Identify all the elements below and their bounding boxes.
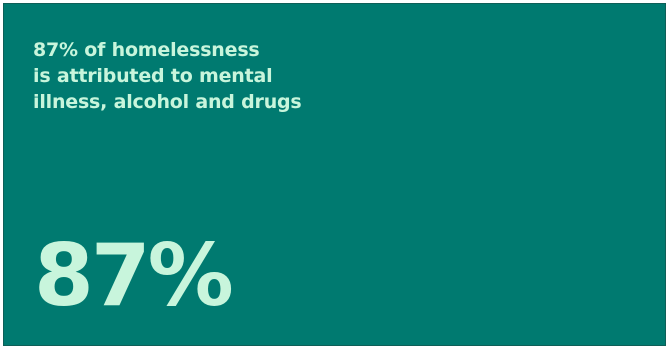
statement-line-3: illness, alcohol and drugs bbox=[33, 91, 302, 113]
stat-statement: 87% of homelessness is attributed to men… bbox=[33, 37, 353, 115]
statement-line-2: is attributed to mental bbox=[33, 65, 273, 87]
stat-card: 87% of homelessness is attributed to men… bbox=[3, 3, 666, 346]
big-percentage-figure: 87% bbox=[34, 226, 234, 326]
statement-line-1: 87% of homelessness bbox=[33, 39, 260, 61]
